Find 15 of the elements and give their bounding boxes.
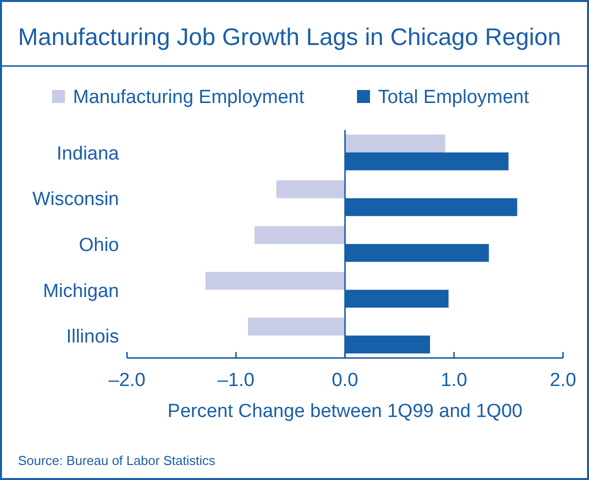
x-tick-label: 2.0 [550,370,576,391]
x-tick-label: 1.0 [440,370,468,391]
y-tick-label: Illinois [66,326,119,348]
x-axis-title: Percent Change between 1Q99 and 1Q00 [168,401,522,422]
y-tick-label: Wisconsin [32,189,119,210]
x-tick-label: –2.0 [108,370,146,391]
chart-title: Manufacturing Job Growth Lags in Chicago Region [18,24,561,51]
source-note: Source: Bureau of Labor Statistics [18,453,216,468]
y-tick-label: Indiana [56,143,120,164]
x-tick-label: –1.0 [218,370,254,391]
legend-label: Total Employment [378,87,530,108]
y-tick-label: Michigan [42,280,119,302]
legend-label: Manufacturing Employment [73,87,305,108]
y-tick-label: Ohio [78,235,119,256]
x-tick-label: 0.0 [332,370,358,391]
